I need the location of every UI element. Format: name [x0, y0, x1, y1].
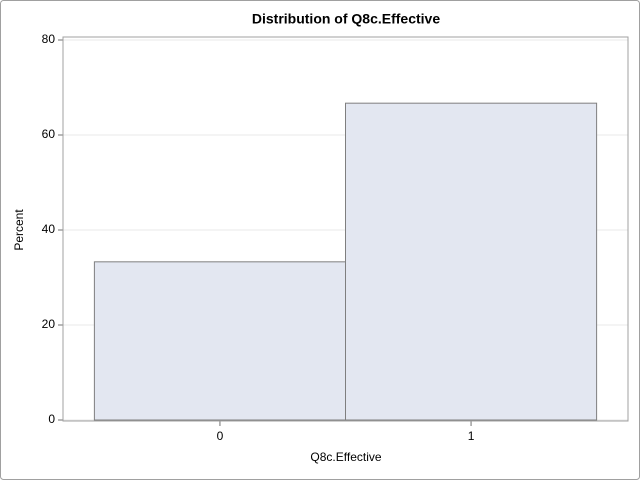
bar: [93, 261, 346, 421]
x-tick-label: 0: [217, 429, 224, 443]
y-tick-label: 0: [48, 412, 55, 426]
y-tick-label: 20: [42, 317, 56, 331]
bar: [345, 102, 598, 421]
chart-title: Distribution of Q8c.Effective: [252, 11, 440, 27]
x-axis-label: Q8c.Effective: [310, 450, 381, 464]
y-tick-label: 80: [42, 32, 56, 46]
y-tick-label: 40: [42, 222, 56, 236]
x-tick-label: 1: [468, 429, 475, 443]
y-axis-label: Percent: [12, 209, 26, 251]
y-tick-label: 60: [42, 127, 56, 141]
plot-frame: [62, 36, 629, 422]
